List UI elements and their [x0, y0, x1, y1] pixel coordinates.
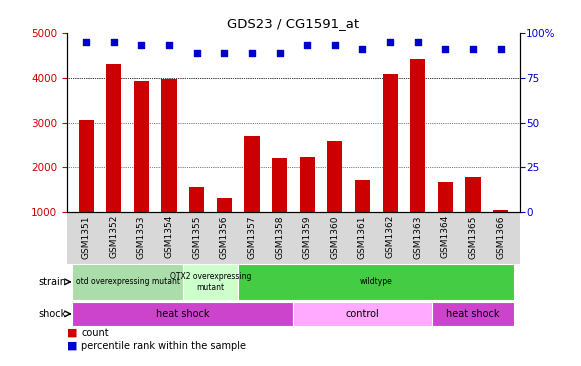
Bar	[73, 264, 183, 300]
Text: OTX2 overexpressing
mutant: OTX2 overexpressing mutant	[170, 272, 251, 292]
Bar	[382, 74, 398, 212]
Point	[164, 42, 174, 48]
Point	[275, 50, 284, 56]
Text: ■: ■	[67, 328, 77, 338]
Bar	[438, 182, 453, 212]
Bar	[106, 64, 121, 212]
Point	[385, 39, 394, 45]
Text: ■: ■	[67, 341, 77, 351]
Bar	[355, 180, 370, 212]
Text: wildtype: wildtype	[360, 277, 393, 286]
Title: GDS23 / CG1591_at: GDS23 / CG1591_at	[227, 17, 360, 30]
Point	[358, 46, 367, 52]
Point	[468, 46, 478, 52]
Text: control: control	[346, 309, 379, 319]
Point	[220, 50, 229, 56]
Bar	[217, 198, 232, 212]
Bar	[300, 157, 315, 212]
Point	[248, 50, 257, 56]
Point	[330, 42, 339, 48]
Bar	[162, 79, 177, 212]
Bar	[272, 158, 287, 212]
Point	[81, 39, 91, 45]
Text: otd overexpressing mutant: otd overexpressing mutant	[76, 277, 180, 286]
Point	[413, 39, 422, 45]
Text: heat shock: heat shock	[446, 309, 500, 319]
Point	[137, 42, 146, 48]
Point	[192, 50, 202, 56]
Point	[441, 46, 450, 52]
Bar	[238, 264, 514, 300]
Bar	[189, 187, 205, 212]
Point	[303, 42, 312, 48]
Text: heat shock: heat shock	[156, 309, 210, 319]
Bar	[327, 141, 342, 212]
Bar	[465, 177, 480, 212]
Bar	[410, 59, 425, 212]
Bar	[293, 302, 432, 326]
Point	[496, 46, 505, 52]
Point	[109, 39, 119, 45]
Text: percentile rank within the sample: percentile rank within the sample	[81, 341, 246, 351]
Text: shock: shock	[38, 309, 66, 319]
Bar	[493, 210, 508, 212]
Bar	[134, 81, 149, 212]
Bar	[245, 136, 260, 212]
Bar	[183, 264, 238, 300]
Bar	[432, 302, 514, 326]
Text: strain: strain	[38, 277, 66, 287]
Text: count: count	[81, 328, 109, 338]
Bar	[73, 302, 293, 326]
Bar	[78, 120, 94, 212]
